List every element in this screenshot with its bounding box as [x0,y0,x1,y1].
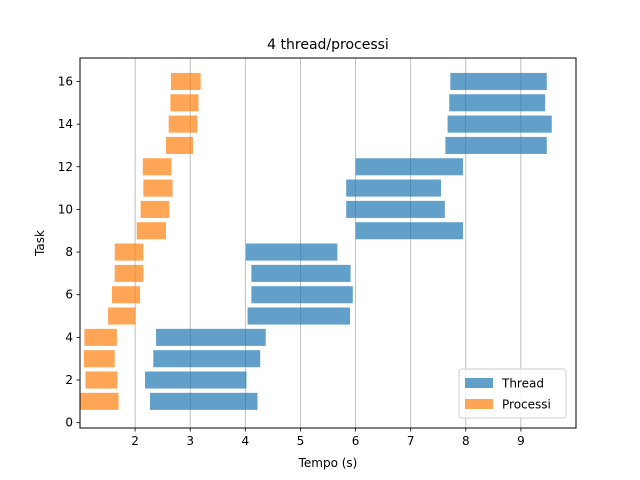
thread-bar [355,222,464,240]
x-tick-label: 6 [352,434,360,448]
thread-bar [346,200,445,218]
thread-bar [247,307,351,325]
y-tick-label: 8 [65,245,73,259]
thread-bar [156,328,266,346]
thread-bar [149,392,258,410]
thread-bar [355,158,464,176]
x-axis-label: Tempo (s) [298,456,358,470]
legend: Thread Processi [458,368,567,419]
y-tick-label: 14 [58,117,73,131]
plot-frame [79,57,577,429]
processi-bar [170,94,199,112]
y-tick-label: 16 [58,74,73,88]
processi-bar [140,200,170,218]
thread-bar [346,179,441,197]
thread-bar [449,94,546,112]
processi-bar [114,243,144,261]
processi-bar [83,350,115,368]
axis-ticks: 2 3 4 5 6 7 8 9 0 2 4 6 8 10 12 14 16 [58,74,525,448]
y-tick-label: 0 [65,416,73,430]
legend-swatch [465,399,493,409]
thread-bar [450,72,547,90]
processi-bar [143,179,173,197]
thread-bar [447,115,552,133]
y-tick-label: 6 [65,288,73,302]
processi-bar [84,328,117,346]
y-tick-label: 2 [65,373,73,387]
processi-bar [80,392,119,410]
x-tick-label: 3 [186,434,194,448]
legend-label: Thread [501,377,544,391]
y-tick-label: 10 [58,202,73,216]
thread-bar [251,286,353,304]
legend-swatch [465,378,493,388]
processi-bar [165,136,193,154]
processi-bar [142,158,172,176]
processi-bar [114,264,144,282]
x-tick-label: 8 [462,434,470,448]
y-tick-label: 4 [65,330,73,344]
processi-bar [168,115,198,133]
processi-bar [170,72,201,90]
x-tick-label: 9 [517,434,525,448]
x-tick-label: 4 [242,434,250,448]
processi-bar [85,371,118,389]
legend-label: Processi [502,398,551,412]
processi-bar [136,222,166,240]
bars [80,72,552,410]
y-axis-label: Task [33,230,47,257]
thread-bar [145,371,247,389]
thread-bar [445,136,547,154]
thread-bar [251,264,351,282]
thread-bar [245,243,338,261]
x-tick-label: 5 [297,434,305,448]
thread-bar [153,350,261,368]
processi-bar [111,286,141,304]
x-tick-label: 7 [407,434,415,448]
x-tick-label: 2 [131,434,139,448]
y-tick-label: 12 [58,160,73,174]
processi-bar [108,307,136,325]
chart-title: 4 thread/processi [267,37,389,53]
